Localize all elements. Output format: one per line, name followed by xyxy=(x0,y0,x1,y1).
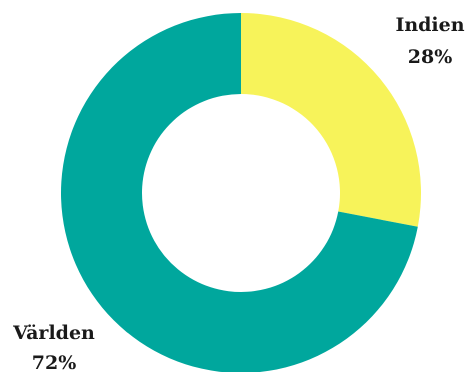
donut-slice-v-rlden xyxy=(61,13,418,372)
slice-label-varlden-name: Världen xyxy=(12,322,95,344)
slice-label-varlden-value: 72% xyxy=(32,352,77,372)
slice-label-indien-value: 28% xyxy=(408,46,453,68)
donut-slice-indien xyxy=(241,13,421,227)
slice-label-indien-name: Indien xyxy=(395,14,464,36)
donut-slices xyxy=(61,13,421,372)
